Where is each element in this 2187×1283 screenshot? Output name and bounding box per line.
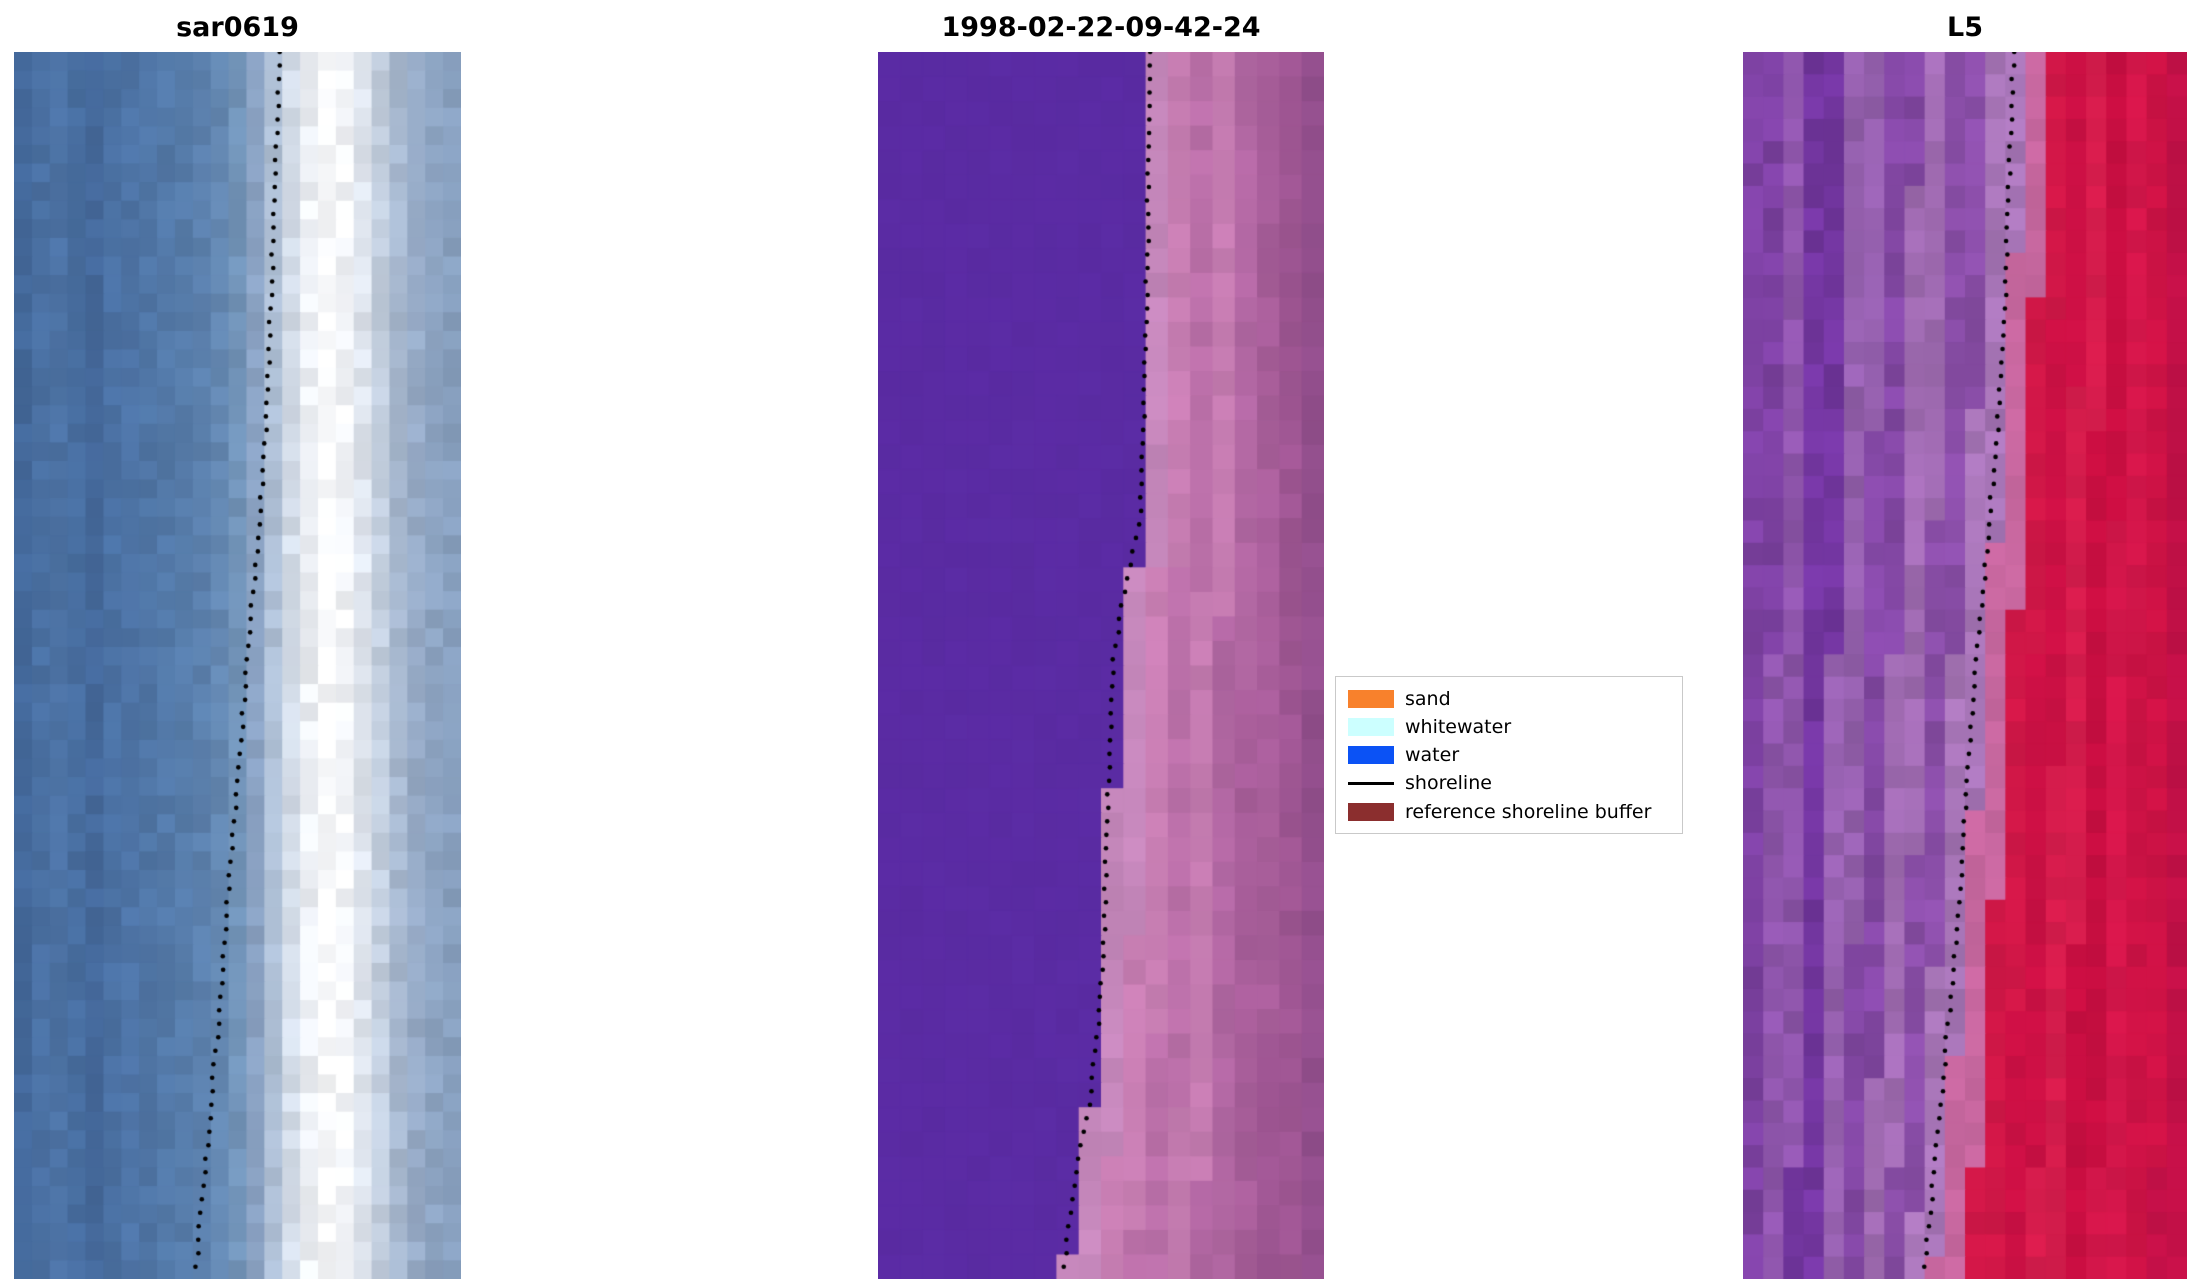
legend-label-reference-shoreline-buffer: reference shoreline buffer (1405, 800, 1652, 823)
sand-color-swatch (1348, 689, 1394, 708)
panel-image-sar0619 (14, 52, 461, 1279)
panel-title-sar0619: sar0619 (176, 12, 299, 43)
legend-box: sand whitewater water shoreline referenc… (1335, 676, 1683, 834)
legend-item-whitewater: whitewater (1348, 713, 1670, 740)
legend-item-sand: sand (1348, 685, 1670, 712)
reference-shoreline-buffer-color-swatch (1348, 802, 1394, 821)
legend-item-reference-shoreline-buffer: reference shoreline buffer (1348, 798, 1670, 825)
whitewater-color-swatch (1348, 717, 1394, 736)
shoreline-line-swatch (1348, 781, 1394, 785)
panel-title-l5: L5 (1947, 12, 1983, 43)
panel-title-classified-date: 1998-02-22-09-42-24 (941, 12, 1261, 43)
panel-image-l5 (1743, 52, 2187, 1279)
legend-item-water: water (1348, 742, 1670, 769)
water-color-swatch (1348, 746, 1394, 764)
panel-image-classified (878, 52, 1324, 1279)
legend-label-whitewater: whitewater (1405, 715, 1512, 738)
legend-item-shoreline: shoreline (1348, 770, 1670, 797)
legend-label-water: water (1405, 744, 1460, 766)
legend-label-sand: sand (1405, 687, 1451, 710)
legend-label-shoreline: shoreline (1405, 772, 1492, 795)
